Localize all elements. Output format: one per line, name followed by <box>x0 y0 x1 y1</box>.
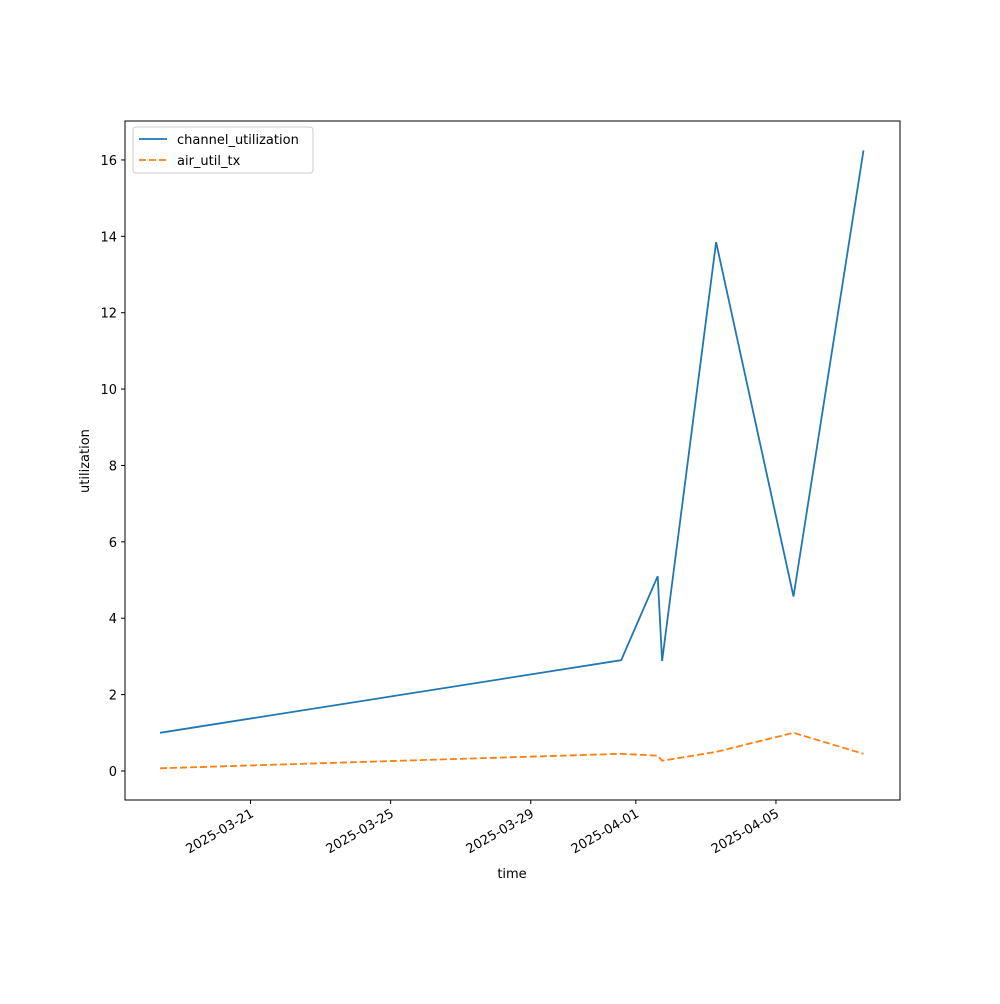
y-tick-label: 0 <box>109 765 117 780</box>
y-tick-label: 6 <box>109 536 117 551</box>
y-tick-label: 8 <box>109 459 117 474</box>
y-tick-label: 16 <box>100 154 117 169</box>
y-tick-label: 10 <box>100 383 117 398</box>
line-series <box>159 150 865 734</box>
x-axis-label: time <box>497 867 526 882</box>
y-axis-label: utilization <box>78 429 93 493</box>
legend-label: channel_utilization <box>177 133 299 148</box>
legend-label: air_util_tx <box>177 154 241 169</box>
legend-box <box>132 126 314 174</box>
plot-frame <box>124 120 901 801</box>
y-tick-label: 14 <box>100 230 117 245</box>
line-series <box>159 731 864 770</box>
y-tick-label: 4 <box>109 612 117 627</box>
y-tick-label: 12 <box>100 307 117 322</box>
y-tick-label: 2 <box>109 689 117 704</box>
